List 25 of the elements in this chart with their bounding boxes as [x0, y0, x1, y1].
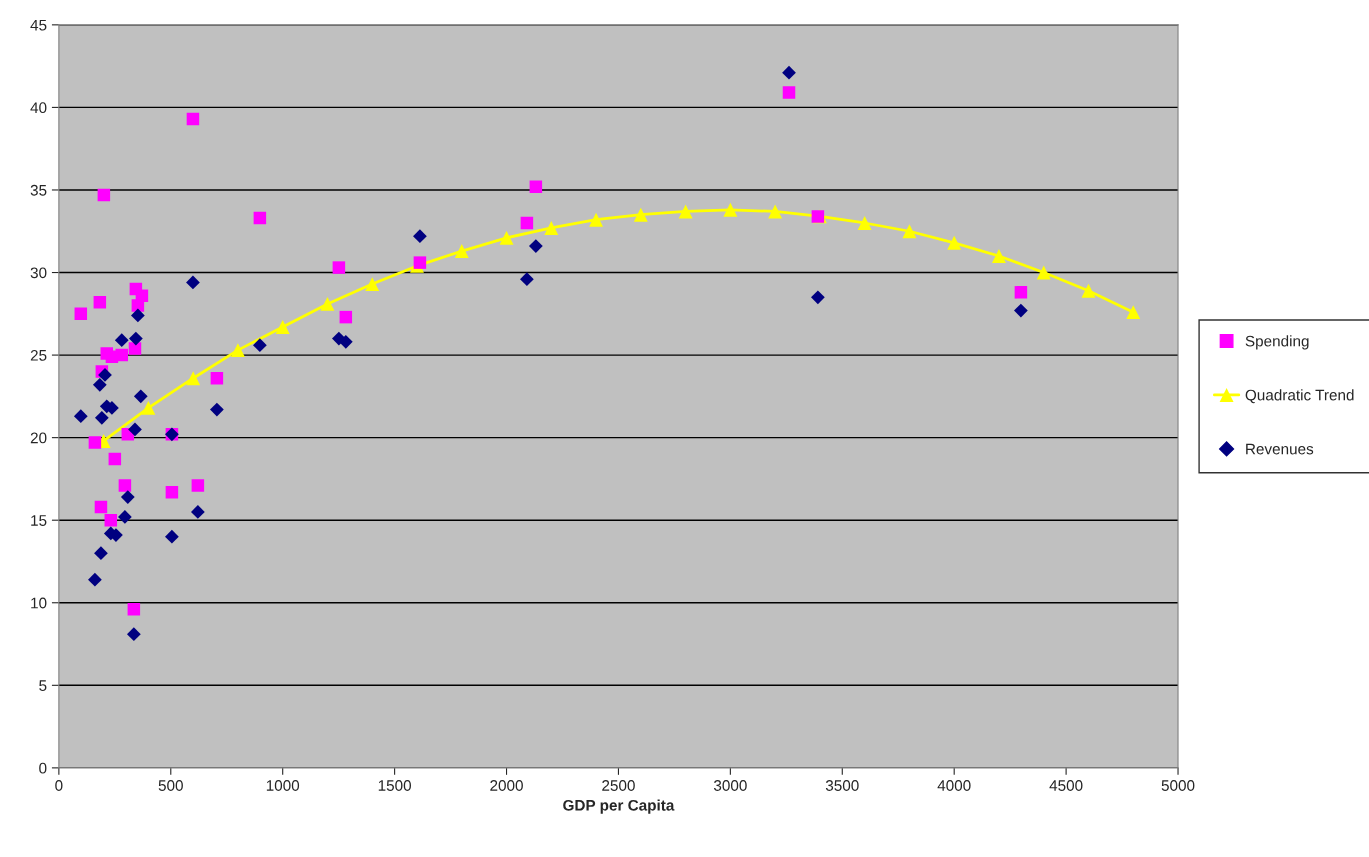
- x-tick-label: 4000: [937, 780, 971, 791]
- y-tick-label: 25: [30, 349, 47, 361]
- y-tick-label: 45: [30, 19, 47, 31]
- y-tick-label: 5: [39, 680, 47, 691]
- x-axis-title: GDP per Capita: [563, 799, 675, 814]
- x-tick-label: 2500: [602, 780, 635, 791]
- legend-label: Revenues: [1246, 443, 1314, 455]
- x-tick-label: 3500: [825, 780, 859, 791]
- y-tick-label: 15: [31, 515, 47, 526]
- y-tick-label: 40: [30, 102, 47, 114]
- x-tick-label: 1500: [378, 780, 412, 791]
- y-tick-label: 10: [31, 597, 47, 609]
- y-tick-label: 35: [30, 184, 47, 196]
- y-tick-label: 20: [30, 432, 47, 444]
- x-tick-label: 2000: [490, 780, 523, 791]
- legend-label: Spending: [1245, 335, 1309, 350]
- x-tick-label: 1000: [266, 780, 300, 791]
- y-tick-label: 30: [30, 267, 47, 279]
- x-tick-label: 3000: [713, 780, 747, 791]
- legend-label: Quadratic Trend: [1245, 389, 1354, 404]
- x-tick-label: 4500: [1049, 780, 1083, 791]
- x-tick-label: 5000: [1161, 780, 1195, 791]
- x-tick-label: 500: [158, 780, 183, 791]
- y-tick-label: 0: [39, 762, 47, 774]
- x-tick-label: 0: [55, 780, 63, 791]
